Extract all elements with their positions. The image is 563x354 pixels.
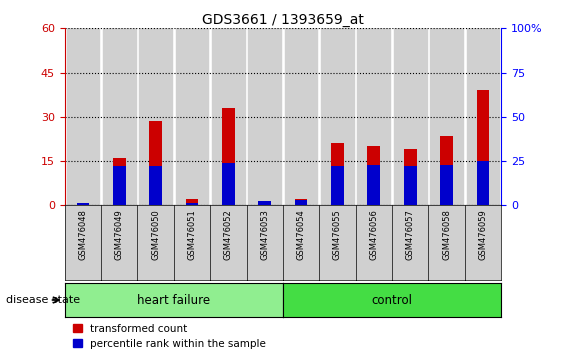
- Text: GSM476059: GSM476059: [479, 209, 488, 260]
- Text: GSM476054: GSM476054: [297, 209, 306, 260]
- Text: control: control: [372, 293, 413, 307]
- Bar: [358, 28, 390, 205]
- Bar: [77, 202, 90, 205]
- Text: GSM476057: GSM476057: [406, 209, 415, 260]
- Bar: [394, 28, 427, 205]
- Bar: [476, 161, 489, 205]
- Bar: [321, 28, 354, 205]
- Bar: [404, 166, 417, 205]
- Bar: [258, 201, 271, 205]
- Bar: [222, 163, 235, 205]
- Bar: [430, 28, 463, 205]
- Bar: [149, 121, 162, 205]
- Bar: [186, 202, 198, 205]
- Text: GSM476049: GSM476049: [115, 209, 124, 260]
- Bar: [476, 90, 489, 205]
- Bar: [294, 200, 307, 205]
- Bar: [186, 199, 198, 205]
- Bar: [404, 149, 417, 205]
- Bar: [113, 158, 126, 205]
- Legend: transformed count, percentile rank within the sample: transformed count, percentile rank withi…: [73, 324, 266, 349]
- Text: GSM476052: GSM476052: [224, 209, 233, 260]
- Bar: [368, 146, 380, 205]
- Bar: [258, 201, 271, 205]
- Bar: [149, 166, 162, 205]
- Text: GSM476058: GSM476058: [442, 209, 451, 260]
- Text: GSM476053: GSM476053: [260, 209, 269, 260]
- Bar: [139, 28, 172, 205]
- Bar: [222, 108, 235, 205]
- Bar: [103, 28, 136, 205]
- Text: GSM476056: GSM476056: [369, 209, 378, 260]
- Bar: [176, 28, 208, 205]
- Bar: [285, 28, 318, 205]
- Bar: [294, 199, 307, 205]
- Text: heart failure: heart failure: [137, 293, 211, 307]
- Bar: [248, 28, 281, 205]
- Title: GDS3661 / 1393659_at: GDS3661 / 1393659_at: [202, 13, 364, 27]
- Text: GSM476051: GSM476051: [187, 209, 196, 260]
- Bar: [467, 28, 499, 205]
- Bar: [331, 143, 344, 205]
- Bar: [440, 136, 453, 205]
- Bar: [440, 166, 453, 205]
- Bar: [113, 166, 126, 205]
- Bar: [77, 204, 90, 205]
- Text: GSM476055: GSM476055: [333, 209, 342, 260]
- Bar: [331, 166, 344, 205]
- Text: GSM476048: GSM476048: [78, 209, 87, 260]
- Text: GSM476050: GSM476050: [151, 209, 160, 260]
- Bar: [368, 166, 380, 205]
- Bar: [212, 28, 245, 205]
- Bar: [66, 28, 99, 205]
- Text: disease state: disease state: [6, 295, 80, 305]
